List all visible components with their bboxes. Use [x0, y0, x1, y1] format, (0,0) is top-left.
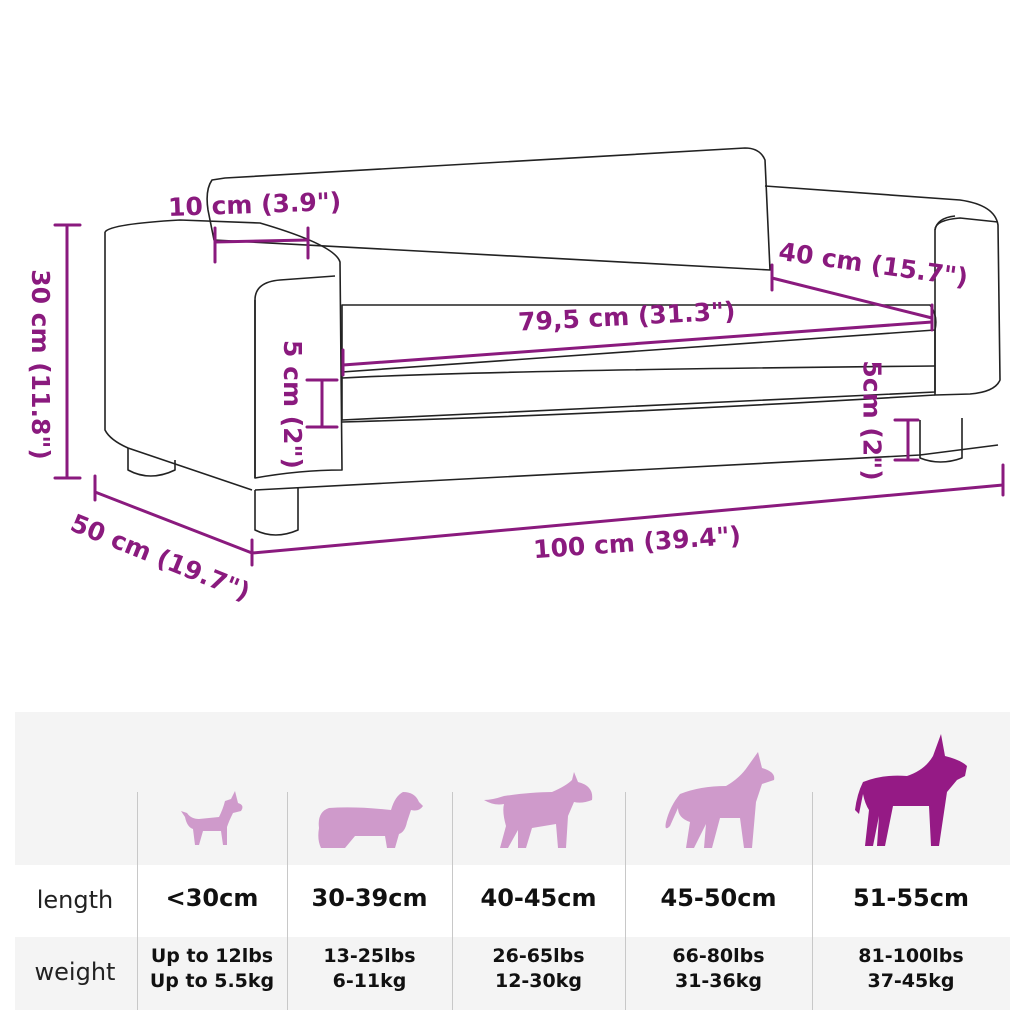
weight-kg: 31-36kg: [674, 970, 762, 992]
leg-height-label: 5cm (2"): [857, 360, 887, 481]
leg: [919, 418, 963, 463]
length-value: 30-39cm: [311, 884, 428, 912]
weight-lbs: 26-65lbs: [492, 945, 585, 967]
weight-lbs: 13-25lbs: [323, 945, 416, 967]
dachshund-icon: [318, 792, 423, 848]
sofa-drawing: [53, 147, 1005, 567]
chihuahua-icon: [181, 791, 243, 845]
length-row: [15, 865, 1010, 937]
great-dane-icon: [855, 734, 967, 846]
weight-lbs: Up to 12lbs: [150, 945, 274, 967]
length-row-label: length: [36, 886, 114, 914]
divider: [137, 792, 138, 1010]
weight-kg: 12-30kg: [494, 970, 582, 992]
weight-kg: 37-45kg: [867, 970, 955, 992]
height-label: 30 cm (11.8"): [25, 269, 55, 460]
weight-value: 81-100lbs 37-45kg: [812, 944, 1010, 994]
divider: [625, 792, 626, 1010]
weight-value: Up to 12lbs Up to 5.5kg: [137, 944, 287, 994]
backrest: [206, 147, 771, 271]
shepherd-icon: [665, 752, 775, 848]
weight-lbs: 81-100lbs: [858, 945, 964, 967]
right-arm: [764, 185, 1001, 396]
divider: [812, 792, 813, 1010]
length-value: 45-50cm: [660, 884, 777, 912]
leg: [254, 487, 299, 536]
dog-size-table: length weight <30cm 30-39cm 40-45cm 45-5…: [15, 712, 1010, 1010]
divider: [452, 792, 453, 1010]
left-arm: [104, 219, 343, 479]
weight-value: 13-25lbs 6-11kg: [287, 944, 452, 994]
length-value: <30cm: [165, 884, 259, 912]
length-value: 40-45cm: [480, 884, 597, 912]
length-value: 51-55cm: [853, 884, 969, 912]
divider: [287, 792, 288, 1010]
cushion-height-label: 5 cm (2"): [277, 340, 307, 469]
weight-kg: 6-11kg: [332, 970, 407, 992]
bull-terrier-icon: [484, 772, 593, 848]
backrest-depth-label: 10 cm (3.9"): [167, 186, 342, 223]
leg: [127, 448, 176, 477]
weight-value: 26-65lbs 12-30kg: [452, 944, 625, 994]
weight-row: [15, 937, 1010, 1010]
weight-lbs: 66-80lbs: [672, 945, 765, 967]
seat-cushion: [341, 304, 937, 373]
weight-row-label: weight: [34, 958, 116, 986]
weight-value: 66-80lbs 31-36kg: [625, 944, 812, 994]
weight-kg: Up to 5.5kg: [149, 970, 275, 992]
